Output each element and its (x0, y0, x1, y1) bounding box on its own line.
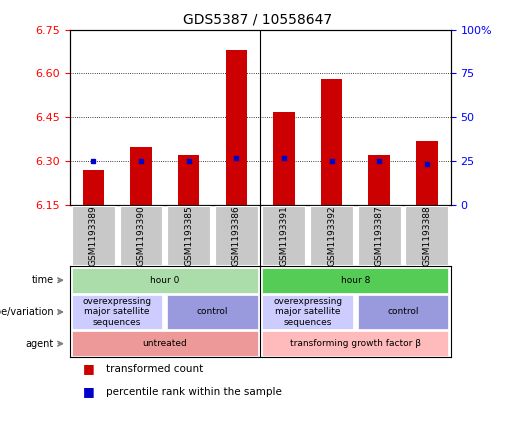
Text: agent: agent (26, 339, 54, 349)
Text: control: control (197, 308, 228, 316)
Bar (119, 206, 162, 265)
Text: ■: ■ (82, 362, 94, 375)
Bar (405, 206, 448, 265)
Bar (321, 80, 342, 205)
Bar (72, 331, 258, 356)
Bar (368, 155, 390, 205)
Text: GSM1193388: GSM1193388 (422, 206, 431, 266)
Text: overexpressing
major satellite
sequences: overexpressing major satellite sequences (82, 297, 152, 327)
Bar (358, 295, 448, 329)
Text: GSM1193391: GSM1193391 (280, 206, 288, 266)
Bar (310, 206, 353, 265)
Text: control: control (387, 308, 419, 316)
Bar (263, 295, 353, 329)
Text: GSM1193390: GSM1193390 (136, 206, 145, 266)
Text: GDS5387 / 10558647: GDS5387 / 10558647 (183, 13, 332, 27)
Text: time: time (32, 275, 54, 285)
Bar (72, 295, 162, 329)
Text: transforming growth factor β: transforming growth factor β (290, 339, 421, 348)
Bar (72, 206, 115, 265)
Bar (226, 50, 247, 205)
Text: GSM1193389: GSM1193389 (89, 206, 98, 266)
Text: transformed count: transformed count (106, 364, 203, 374)
Text: GSM1193386: GSM1193386 (232, 206, 241, 266)
Text: GSM1193387: GSM1193387 (375, 206, 384, 266)
Bar (82, 170, 104, 205)
Text: percentile rank within the sample: percentile rank within the sample (106, 387, 282, 397)
Text: genotype/variation: genotype/variation (0, 307, 54, 317)
Text: GSM1193385: GSM1193385 (184, 206, 193, 266)
Bar (416, 141, 438, 205)
Bar (130, 147, 152, 205)
Bar (358, 206, 401, 265)
Bar (72, 268, 258, 293)
Bar (167, 295, 258, 329)
Text: hour 8: hour 8 (340, 276, 370, 285)
Text: hour 0: hour 0 (150, 276, 180, 285)
Text: ■: ■ (82, 385, 94, 398)
Text: overexpressing
major satellite
sequences: overexpressing major satellite sequences (273, 297, 342, 327)
Bar (167, 206, 210, 265)
Bar (263, 206, 305, 265)
Text: GSM1193392: GSM1193392 (327, 206, 336, 266)
Bar (263, 331, 448, 356)
Bar (178, 155, 199, 205)
Text: untreated: untreated (143, 339, 187, 348)
Bar (273, 112, 295, 205)
Bar (263, 268, 448, 293)
Bar (215, 206, 258, 265)
